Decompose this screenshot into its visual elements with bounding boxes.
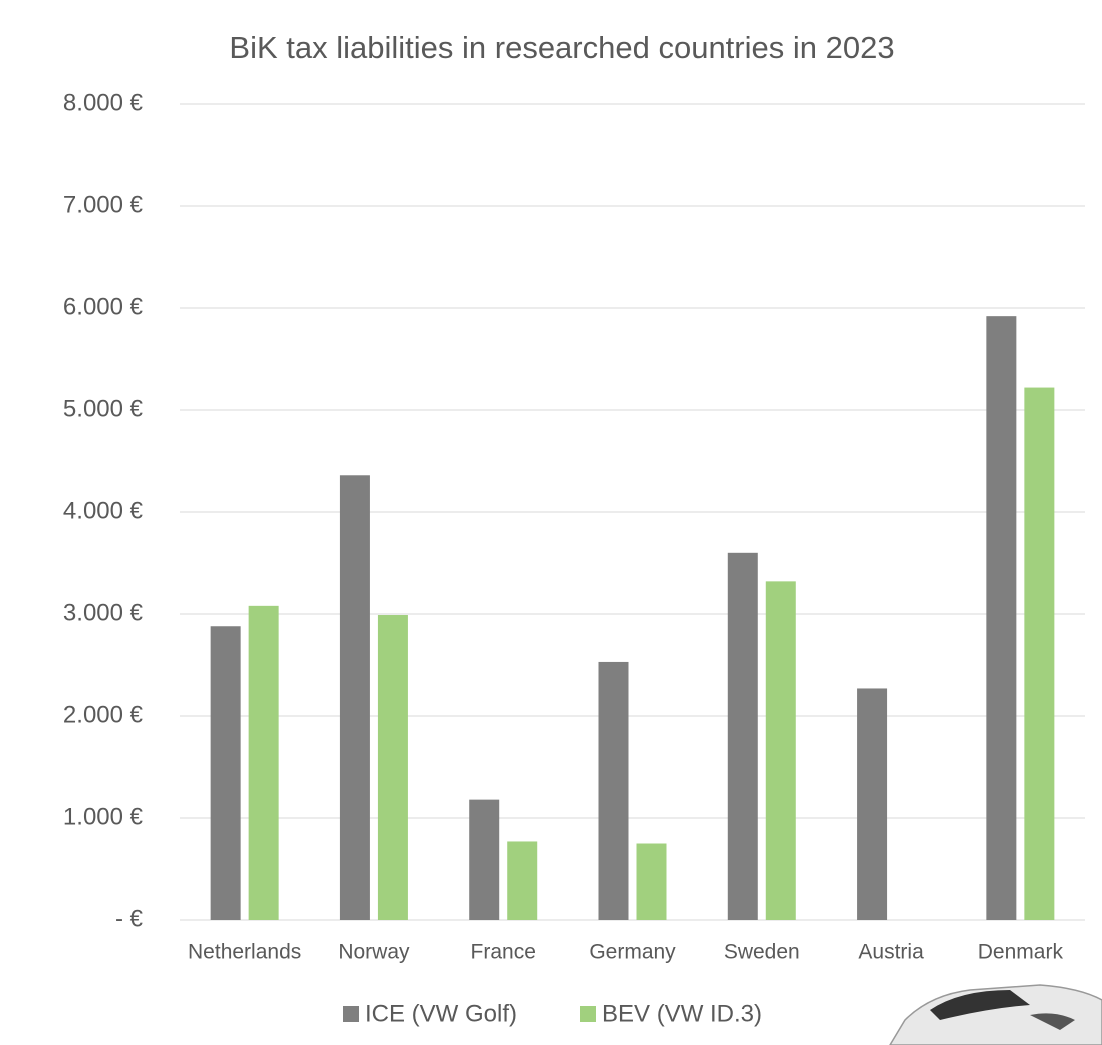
- bar: [210, 626, 241, 920]
- x-tick-label: Sweden: [724, 941, 800, 964]
- x-tick-label: France: [471, 941, 536, 964]
- legend-label: BEV (VW ID.3): [602, 1000, 762, 1027]
- y-tick-label: 1.000 €: [63, 803, 144, 830]
- bar: [598, 661, 629, 920]
- y-tick-label: 4.000 €: [63, 497, 144, 524]
- bar: [1024, 387, 1055, 920]
- bar: [507, 841, 538, 920]
- legend-label: ICE (VW Golf): [365, 1000, 517, 1027]
- x-tick-label: Denmark: [978, 941, 1064, 964]
- chart-title: BiK tax liabilities in researched countr…: [229, 30, 894, 65]
- y-tick-label: 8.000 €: [63, 89, 144, 116]
- y-tick-label: 7.000 €: [63, 191, 144, 218]
- bar: [727, 552, 758, 920]
- bar: [248, 605, 279, 920]
- legend-swatch: [580, 1006, 596, 1022]
- bar: [339, 475, 370, 920]
- legend-swatch: [343, 1006, 359, 1022]
- y-tick-label: 6.000 €: [63, 293, 144, 320]
- bar: [857, 688, 888, 920]
- x-tick-label: Germany: [589, 941, 676, 964]
- y-tick-label: 2.000 €: [63, 701, 144, 728]
- y-tick-label: 3.000 €: [63, 599, 144, 626]
- car-illustration: [889, 984, 1102, 1045]
- bar: [986, 316, 1017, 920]
- y-tick-label: 5.000 €: [63, 395, 144, 422]
- bar: [469, 799, 500, 920]
- bar: [765, 581, 796, 920]
- bar: [636, 843, 667, 920]
- bar: [377, 615, 408, 920]
- x-tick-label: Austria: [858, 941, 924, 964]
- x-tick-label: Norway: [338, 941, 410, 964]
- y-tick-label: - €: [115, 905, 144, 932]
- x-tick-label: Netherlands: [188, 941, 301, 964]
